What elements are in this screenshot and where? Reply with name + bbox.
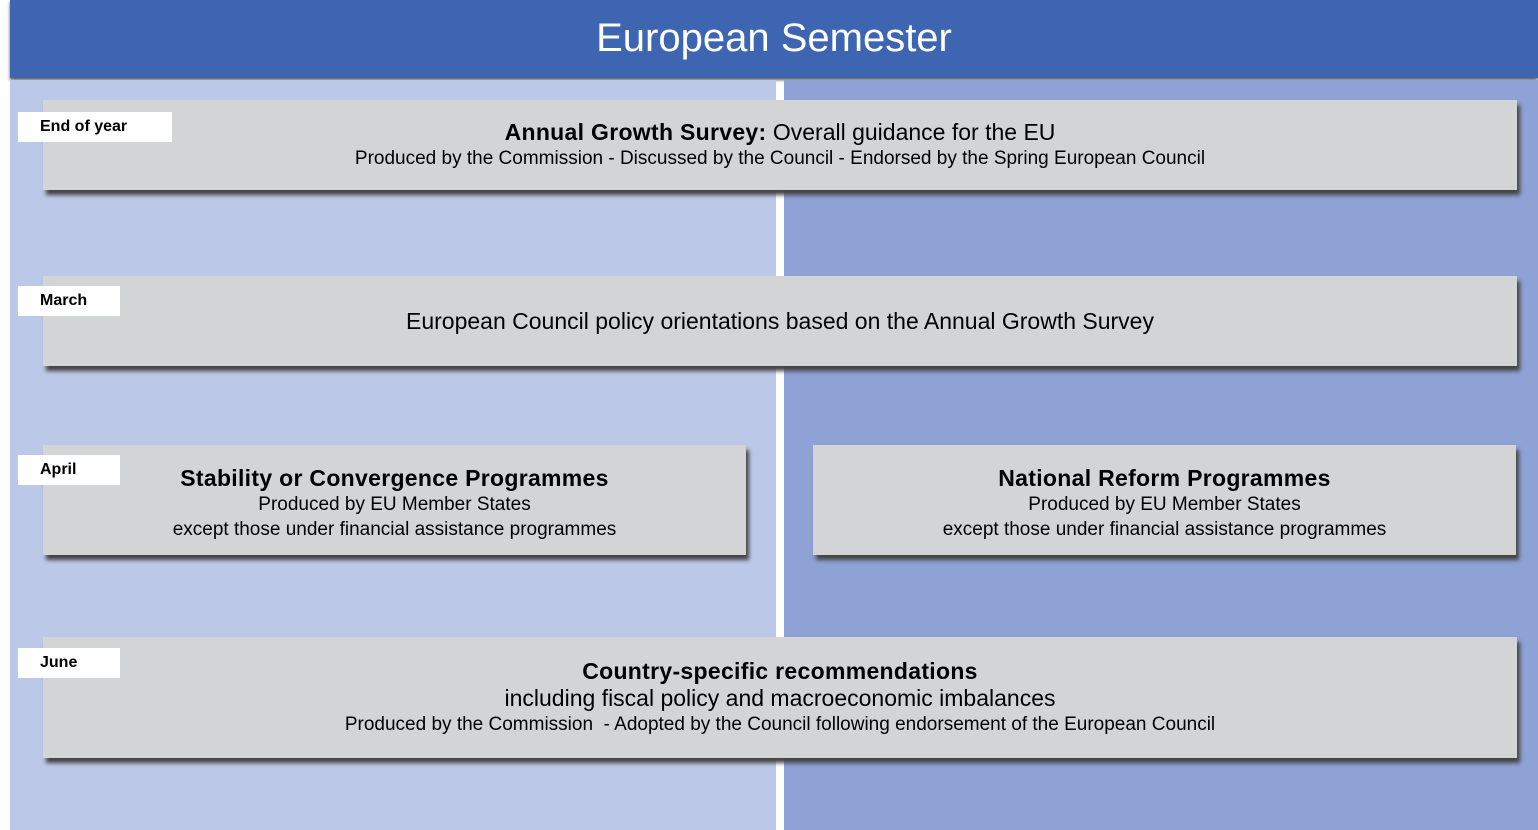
stage-box: Stability or Convergence Programmes Produ…	[43, 445, 746, 555]
box-line: Produced by the Commission - Adopted by …	[344, 714, 1216, 735]
box-title-text: Overall guidance for the EU	[772, 119, 1056, 145]
box-line: including fiscal policy and macroeconomi…	[504, 685, 1056, 711]
stage-box: National Reform Programmes Produced by EU…	[813, 445, 1516, 555]
header-title: European Semester	[596, 16, 952, 60]
box-title-bold: Annual Growth Survey:	[504, 119, 767, 145]
stage-label: End of year	[18, 112, 172, 142]
box-title-bold: Stability or Convergence Programmes	[180, 464, 609, 491]
box-line: Produced by EU Member States	[258, 493, 531, 515]
box-title: European Council policy orientations bas…	[406, 308, 1154, 335]
stage-label: April	[18, 455, 120, 485]
header: European Semester	[10, 0, 1538, 78]
box-line: except those under financial assistance …	[172, 518, 617, 540]
box-title: National Reform Programmes	[998, 465, 1330, 492]
stage-box: European Council policy orientations bas…	[43, 276, 1517, 366]
box-line: Produced by the Commission - Discussed b…	[354, 148, 1206, 169]
box-title: Annual Growth Survey: Overall guidance f…	[505, 119, 1056, 146]
stage-label: March	[18, 286, 120, 316]
box-title: Stability or Convergence Programmes	[180, 465, 608, 492]
stage-label: June	[18, 648, 120, 678]
stage-box: Annual Growth Survey: Overall guidance f…	[43, 100, 1517, 190]
box-title-bold: National Reform Programmes	[998, 464, 1331, 491]
box-title: Country-specific recommendations	[582, 658, 978, 685]
box-line: except those under financial assistance …	[942, 518, 1387, 540]
box-line: Produced by EU Member States	[1028, 493, 1301, 515]
stage-box: Country-specific recommendations includin…	[43, 637, 1517, 758]
box-title-bold: Country-specific recommendations	[582, 658, 978, 684]
box-title-text: European Council policy orientations bas…	[406, 307, 1154, 334]
